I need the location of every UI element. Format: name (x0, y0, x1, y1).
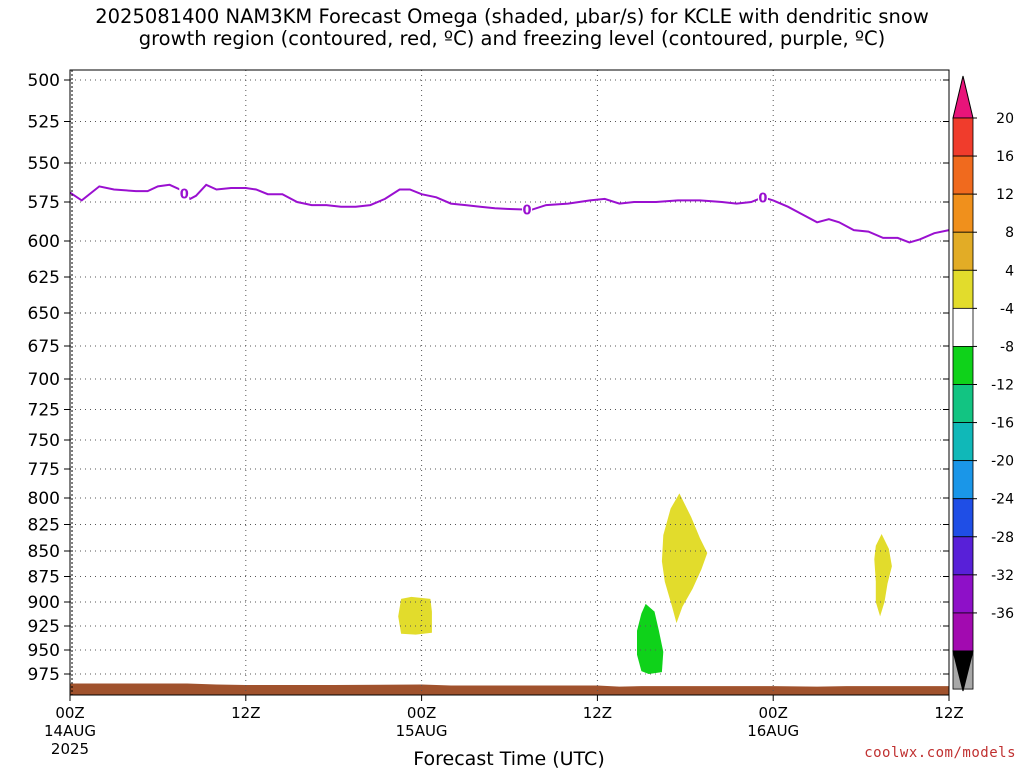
omega-area-1 (398, 596, 432, 635)
x-tick-date: 16AUG (747, 722, 799, 740)
x-tick-date: 14AUG (44, 722, 96, 740)
y-tick-label: 550 (28, 154, 60, 174)
colorbar-swatch (952, 612, 974, 652)
omega-shading (70, 493, 949, 695)
y-tick-label: 800 (28, 489, 60, 509)
colorbar-swatch (952, 269, 974, 309)
y-tick-label: 850 (28, 542, 60, 562)
x-tick-date: 15AUG (396, 722, 448, 740)
colorbar-bottom-arrow (952, 650, 974, 692)
source-credit: coolwx.com/models (864, 745, 1016, 761)
colorbar-swatch (952, 536, 974, 576)
x-tick-label: 12Z (934, 704, 963, 722)
y-tick-label: 675 (28, 337, 60, 357)
colorbar-swatch (952, 117, 974, 157)
y-tick-label: 525 (28, 113, 60, 133)
colorbar-swatch (952, 307, 974, 347)
colorbar-label: 16 (996, 149, 1014, 165)
title-line-2: growth region (contoured, red, ºC) and f… (138, 27, 886, 50)
colorbar-label: -16 (991, 416, 1014, 432)
plot-border (69, 69, 950, 696)
y-tick-label: 700 (28, 370, 60, 390)
freezing-level-label: 0 (180, 188, 189, 203)
colorbar-label: -28 (991, 530, 1014, 546)
freezing-level-contour: 0 0 0 (69, 183, 950, 244)
x-tick-label: 12Z (583, 704, 612, 722)
freezing-level-label-bg (522, 202, 533, 217)
y-tick-label: 925 (28, 617, 60, 637)
freezing-level-label: 0 (523, 204, 532, 219)
colorbar-swatch (952, 384, 974, 423)
y-tick-label: 600 (28, 232, 60, 252)
omega-area-2 (661, 493, 708, 624)
y-tick-label: 650 (28, 304, 60, 324)
colorbar: 20 16 12 8 4 -4 -8 -12 -16 -20 -24 -28 -32 -36 (952, 75, 1014, 692)
y-tick-label: 950 (28, 641, 60, 661)
plot-frame (69, 69, 950, 696)
x-tick-label: 00Z (759, 704, 788, 722)
x-tick-label: 12Z (231, 704, 260, 722)
colorbar-label: 4 (1005, 263, 1014, 279)
colorbar-label: 8 (1005, 225, 1014, 241)
colorbar-swatch (952, 231, 974, 271)
grid-lines (70, 70, 949, 695)
colorbar-label: -12 (991, 378, 1014, 394)
freezing-level-label: 0 (758, 191, 767, 206)
y-tick-label: 575 (28, 193, 60, 213)
colorbar-label: 20 (996, 111, 1014, 127)
colorbar-label: -24 (991, 492, 1014, 508)
colorbar-swatch (952, 498, 974, 538)
freezing-level-label-bg (757, 190, 768, 205)
x-tick-label: 00Z (55, 704, 84, 722)
colorbar-swatch (952, 346, 974, 385)
colorbar-label: -4 (1000, 301, 1014, 317)
omega-area-3 (637, 603, 664, 674)
colorbar-swatch (952, 155, 974, 195)
colorbar-swatch (952, 460, 974, 500)
colorbar-swatch (952, 574, 974, 614)
colorbar-top-arrow (952, 75, 974, 119)
colorbar-label: -36 (991, 606, 1014, 622)
colorbar-label: -32 (991, 568, 1014, 584)
y-tick-label: 625 (28, 268, 60, 288)
y-tick-label: 775 (28, 460, 60, 480)
omega-area-4 (874, 534, 892, 617)
y-axis-ticks: 500 525 550 575 600 625 650 675 700 725 750 775 800 8… (28, 71, 949, 685)
colorbar-swatch (952, 193, 974, 233)
colorbar-label: -8 (1000, 339, 1014, 355)
colorbar-label: 12 (996, 187, 1014, 203)
x-tick-year: 2025 (51, 740, 89, 758)
chart-title: 2025081400 NAM3KM Forecast Omega (shaded… (0, 6, 1024, 50)
x-tick-label: 00Z (407, 704, 436, 722)
freezing-level-label-bg (179, 186, 190, 201)
x-axis-label: Forecast Time (UTC) (413, 748, 604, 768)
y-tick-label: 725 (28, 401, 60, 421)
y-tick-label: 500 (28, 71, 60, 91)
y-tick-label: 900 (28, 593, 60, 613)
y-tick-label: 975 (28, 665, 60, 685)
y-tick-label: 875 (28, 568, 60, 588)
colorbar-label: -20 (991, 454, 1014, 470)
title-line-1: 2025081400 NAM3KM Forecast Omega (shaded… (95, 5, 929, 28)
y-tick-label: 750 (28, 431, 60, 451)
y-tick-label: 825 (28, 516, 60, 536)
colorbar-swatch (952, 422, 974, 462)
freezing-level-line (69, 183, 950, 244)
terrain-surface (70, 683, 949, 695)
